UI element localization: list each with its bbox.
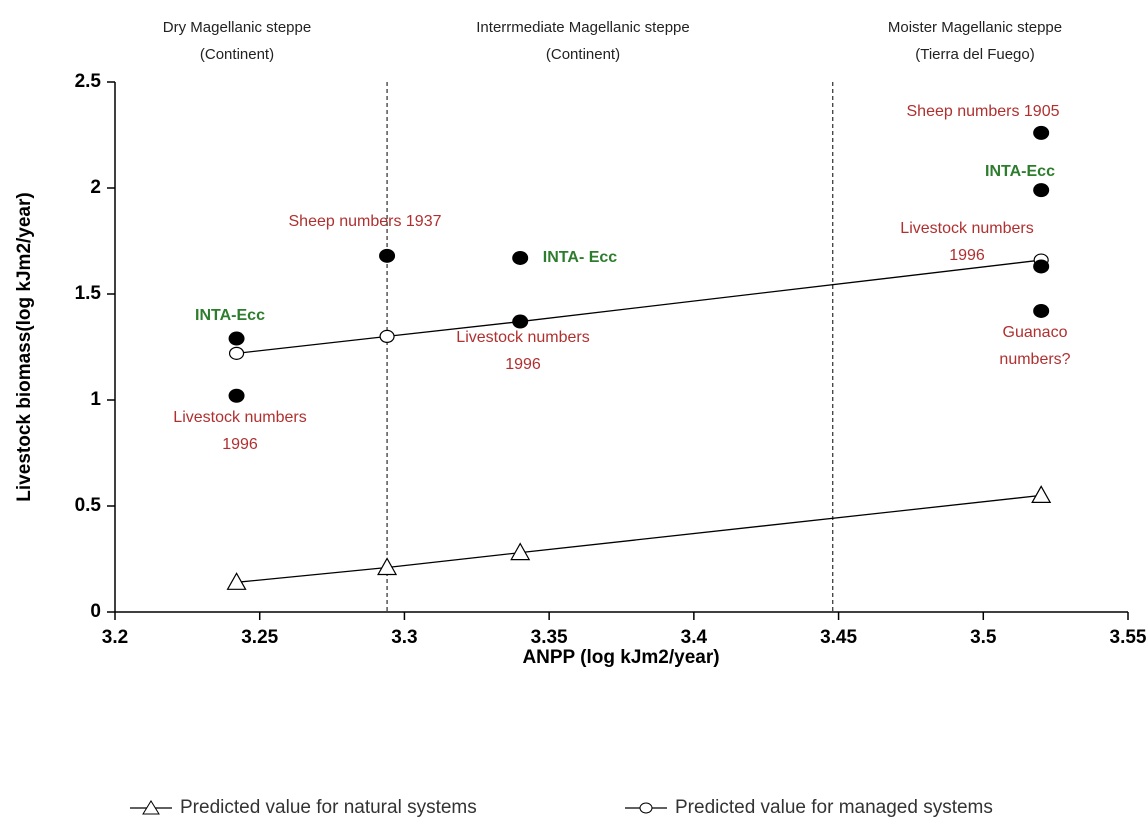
y-tick-label: 2 (90, 177, 101, 198)
x-axis-label: ANPP (log kJm2/year) (522, 647, 719, 668)
x-tick-label: 3.3 (391, 627, 417, 648)
annotation: INTA-Ecc (985, 163, 1055, 180)
observed-point (1033, 125, 1050, 140)
annotation: INTA- Ecc (543, 249, 617, 266)
circle-marker (228, 346, 245, 360)
triangle-marker (377, 557, 398, 576)
observed-point (512, 250, 529, 265)
observed-point (228, 388, 245, 403)
x-tick-label: 3.55 (1110, 627, 1147, 648)
y-tick-label: 2.5 (75, 71, 102, 92)
observed-point (379, 248, 396, 263)
annotation: Livestock numbers (173, 409, 306, 426)
observed-point (1033, 303, 1050, 318)
y-tick-label: 1.5 (75, 283, 102, 304)
y-tick-label: 1 (90, 389, 101, 410)
annotation: Livestock numbers (900, 220, 1033, 237)
x-tick-label: 3.4 (681, 627, 708, 648)
annotation: Sheep numbers 1937 (289, 213, 442, 230)
annotation: Guanaco (1003, 324, 1068, 341)
y-tick-label: 0 (90, 601, 101, 622)
x-tick-label: 3.5 (970, 627, 997, 648)
x-tick-label: 3.45 (820, 627, 857, 648)
x-tick-label: 3.25 (241, 627, 278, 648)
annotation: numbers? (999, 351, 1070, 368)
y-axis-label: Livestock biomass(log kJm2/year) (14, 192, 35, 501)
triangle-marker (226, 572, 247, 590)
series-line (236, 259, 1042, 355)
circle-marker (379, 329, 395, 343)
y-tick-label: 0.5 (75, 495, 102, 516)
observed-point (1033, 259, 1050, 274)
observed-point (1033, 183, 1050, 198)
series-line (236, 494, 1042, 583)
legend-label: Predicted value for natural systems (180, 797, 477, 818)
region-label: (Continent) (546, 46, 620, 63)
region-label: (Tierra del Fuego) (915, 46, 1035, 63)
annotation: 1996 (505, 356, 541, 373)
region-label: (Continent) (200, 46, 274, 63)
triangle-marker (510, 542, 531, 561)
x-tick-label: 3.35 (531, 627, 568, 648)
observed-point (512, 314, 529, 329)
region-label: Interrmediate Magellanic steppe (476, 19, 689, 36)
x-tick-label: 3.2 (102, 627, 128, 648)
annotation: INTA-Ecc (195, 307, 265, 324)
legend-label: Predicted value for managed systems (675, 797, 993, 818)
legend-marker (639, 802, 653, 814)
legend-marker (142, 800, 160, 815)
region-label: Moister Magellanic steppe (888, 19, 1062, 36)
observed-point (228, 331, 245, 346)
annotation: 1996 (949, 247, 985, 264)
annotation: 1996 (222, 436, 258, 453)
region-label: Dry Magellanic steppe (163, 19, 311, 36)
annotation: Sheep numbers 1905 (907, 103, 1060, 120)
triangle-marker (1031, 485, 1052, 503)
annotation: Livestock numbers (456, 329, 589, 346)
